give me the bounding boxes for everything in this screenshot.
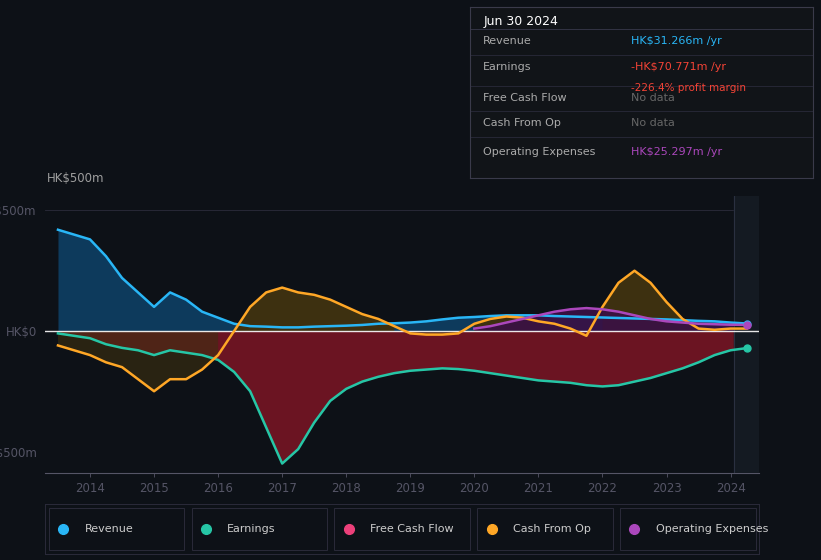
Text: Earnings: Earnings (227, 524, 276, 534)
Text: Jun 30 2024: Jun 30 2024 (484, 15, 558, 28)
Text: HK$500m: HK$500m (48, 172, 105, 185)
Bar (734, 196, 759, 473)
Text: No data: No data (631, 93, 675, 103)
Text: -HK$70.771m /yr: -HK$70.771m /yr (631, 62, 726, 72)
Text: HK$25.297m /yr: HK$25.297m /yr (631, 147, 722, 157)
Text: Operating Expenses: Operating Expenses (484, 147, 596, 157)
Text: Earnings: Earnings (484, 62, 532, 72)
Text: Free Cash Flow: Free Cash Flow (370, 524, 454, 534)
Text: Revenue: Revenue (85, 524, 133, 534)
Text: Free Cash Flow: Free Cash Flow (484, 93, 567, 103)
Text: No data: No data (631, 118, 675, 128)
Text: HK$31.266m /yr: HK$31.266m /yr (631, 36, 722, 46)
Text: Operating Expenses: Operating Expenses (656, 524, 768, 534)
Text: Cash From Op: Cash From Op (513, 524, 591, 534)
Text: Cash From Op: Cash From Op (484, 118, 562, 128)
Text: -226.4% profit margin: -226.4% profit margin (631, 82, 746, 92)
Text: Revenue: Revenue (484, 36, 532, 46)
